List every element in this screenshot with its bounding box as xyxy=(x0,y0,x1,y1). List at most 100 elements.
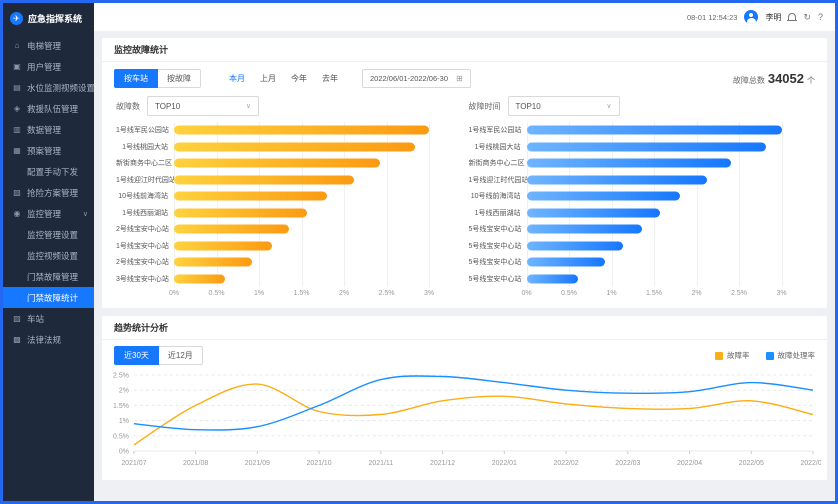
view-toggle-按故障[interactable]: 按故障 xyxy=(158,69,201,88)
sidebar-item-station[interactable]: ▨ 车站 xyxy=(3,308,94,329)
gridline xyxy=(301,122,303,287)
range-toggle-近30天[interactable]: 近30天 xyxy=(114,346,159,365)
bar-track xyxy=(526,122,808,139)
date-range-input[interactable]: 2022/06/01-2022/06-30 ⊞ xyxy=(362,69,471,88)
help-icon[interactable]: ? xyxy=(817,12,823,22)
bar-row: 新街商务中心二区 xyxy=(116,155,461,172)
sidebar-item-emergency-plan[interactable]: ▧ 抢险方案管理 xyxy=(3,182,94,203)
legend-swatch xyxy=(715,351,723,360)
sidebar-item-monitor-settings[interactable]: 监控管理设置 xyxy=(3,224,94,245)
x-tick-label: 1% xyxy=(606,290,617,297)
sidebar-item-label: 用户管理 xyxy=(27,61,62,72)
fault-total-label: 故障总数 xyxy=(732,76,765,85)
range-toggle-近12月[interactable]: 近12月 xyxy=(158,346,203,365)
top-n-select[interactable]: TOP10 ∨ xyxy=(507,96,620,116)
bar-category-label: 1号线桃园大站 xyxy=(474,143,521,151)
sidebar-item-label: 预案管理 xyxy=(27,145,62,156)
sidebar-item-monitor-video[interactable]: 监控视频设置 xyxy=(3,245,94,266)
bar xyxy=(526,208,660,218)
bar xyxy=(174,142,415,152)
fault-stats-card: 监控故障统计 按车站 按故障 本月 上月 今年 去年 2022/06/01-2022/0… xyxy=(102,38,827,308)
x-tick-label: 2021/07 xyxy=(121,460,146,467)
sidebar-item-laws[interactable]: ▩ 法律法规 xyxy=(3,329,94,350)
sidebar-item-rescue-team[interactable]: ◈ 救援队伍管理 xyxy=(3,98,94,119)
sidebar-item-users[interactable]: ▣ 用户管理 xyxy=(3,56,94,77)
app-title: 应急指挥系统 xyxy=(28,13,83,24)
bar xyxy=(174,224,289,234)
sidebar-item-monitor-mgmt[interactable]: ◉ 监控管理 ∨ xyxy=(3,203,94,224)
user-avatar-icon[interactable] xyxy=(744,10,759,24)
calendar-icon: ⊞ xyxy=(456,74,463,83)
x-tick-label: 2021/11 xyxy=(369,460,394,467)
bar-track xyxy=(174,205,455,222)
logout-icon[interactable]: ↻ xyxy=(803,11,811,22)
x-axis-ticks: 0% 0.5% 1% 1.5% 2% 2.5% 3% xyxy=(521,287,808,300)
bar xyxy=(174,158,380,168)
bar-row: 5号线宝安中心站 xyxy=(469,254,814,271)
bar-category-label: 1号线军民公园站 xyxy=(116,127,169,135)
top-n-value: TOP10 xyxy=(515,101,541,111)
bar-track xyxy=(174,122,455,139)
quick-range-今年[interactable]: 今年 xyxy=(291,74,307,83)
fault-total-value: 34052 xyxy=(767,71,804,86)
bar-track xyxy=(174,271,455,288)
bar xyxy=(526,241,624,251)
legend-label: 故障率 xyxy=(727,351,750,360)
sidebar-item-plan-mgmt[interactable]: ▦ 预案管理 xyxy=(3,140,94,161)
gridline xyxy=(259,122,260,287)
bar-track xyxy=(174,139,455,156)
bell-icon[interactable] xyxy=(787,12,798,21)
sidebar-item-label: 水位监测视频设置 xyxy=(27,82,94,93)
page-content: 监控故障统计 按车站 按故障 本月 上月 今年 去年 2022/06/01-2022/0… xyxy=(94,31,835,501)
bar xyxy=(174,191,327,201)
fault-time-chart: 故障时间 TOP10 ∨ 1号线军民公园站 1号线桃园大站 新街商务中心二区 1号线迎… xyxy=(465,94,818,300)
x-tick-label: 2021/10 xyxy=(307,460,332,467)
trend-card-title: 趋势统计分析 xyxy=(102,316,827,340)
sidebar-item-water-level[interactable]: ▤ 水位监测视频设置 xyxy=(3,77,94,98)
date-range-value: 2022/06/01-2022/06-30 xyxy=(370,74,448,83)
main-area: 08-01 12:54:23 李明 ↻ ? 监控故障统计 按车站 按故障 本月 上月… xyxy=(94,3,835,501)
x-tick-label: 3% xyxy=(776,290,787,297)
bar xyxy=(526,224,643,234)
sidebar-item-elevator[interactable]: ⌂ 电梯管理 xyxy=(3,35,94,56)
legend-item-故障处理率[interactable]: 故障处理率 xyxy=(765,350,815,361)
legend-swatch xyxy=(765,351,774,360)
fault-time-plot: 1号线军民公园站 1号线桃园大站 新街商务中心二区 1号线迎江时代园站 10号线前海湾站… xyxy=(469,122,814,300)
sidebar-item-label: 车站 xyxy=(27,313,45,324)
fault-count-plot: 1号线军民公园站 1号线桃园大站 新街商务中心二区 1号线迎江时代园站 10号线前海湾站… xyxy=(116,122,461,300)
water-level-icon: ▤ xyxy=(13,83,21,92)
x-tick-label: 2021/08 xyxy=(183,460,208,467)
filter-bar: 按车站 按故障 本月 上月 今年 去年 2022/06/01-2022/06-30 ⊞ … xyxy=(102,62,827,92)
y-tick-label: 0.5% xyxy=(113,433,129,440)
sidebar-item-door-fault-stats[interactable]: 门禁故障统计 xyxy=(3,287,94,308)
view-toggle-group: 按车站 按故障 xyxy=(114,69,201,88)
view-toggle-按车站[interactable]: 按车站 xyxy=(114,69,158,88)
top-n-select[interactable]: TOP10 ∨ xyxy=(147,96,259,116)
laws-icon: ▩ xyxy=(13,335,21,344)
fault-count-label: 故障数 xyxy=(116,101,140,111)
legend-item-故障率[interactable]: 故障率 xyxy=(715,350,750,361)
quick-range-上月[interactable]: 上月 xyxy=(260,74,276,83)
plan-mgmt-icon: ▦ xyxy=(13,146,21,155)
bar-row: 1号线桃园大站 xyxy=(469,139,814,156)
sidebar-item-config-dispatch[interactable]: 配置手动下发 xyxy=(3,161,94,182)
sidebar-item-door-fault-mgmt[interactable]: 门禁故障管理 xyxy=(3,266,94,287)
quick-range-本月[interactable]: 本月 xyxy=(229,74,245,83)
chevron-down-icon: ∨ xyxy=(245,103,251,110)
bar xyxy=(174,208,308,218)
bar-category-label: 5号线宝安中心站 xyxy=(468,226,522,234)
bar-category-label: 新街商务中心二区 xyxy=(116,160,172,168)
bar-track xyxy=(526,238,808,255)
x-tick-label: 2022/05 xyxy=(739,460,764,467)
bar-row: 1号线桃园大站 xyxy=(116,139,461,156)
bar-track xyxy=(526,172,808,189)
x-tick-label: 2.5% xyxy=(378,290,395,297)
sidebar-item-data-mgmt[interactable]: ▥ 数据管理 xyxy=(3,119,94,140)
bar xyxy=(526,125,782,135)
gridline xyxy=(781,122,783,287)
quick-range-去年[interactable]: 去年 xyxy=(322,74,338,83)
line-series-故障处理率 xyxy=(133,375,814,431)
x-tick-label: 1.5% xyxy=(293,290,310,297)
bar-category-label: 2号线宝安中心站 xyxy=(116,259,169,267)
fault-count-chart: 故障数 TOP10 ∨ 1号线军民公园站 1号线桃园大站 新街商务中心二区 1号线迎江… xyxy=(112,94,465,300)
